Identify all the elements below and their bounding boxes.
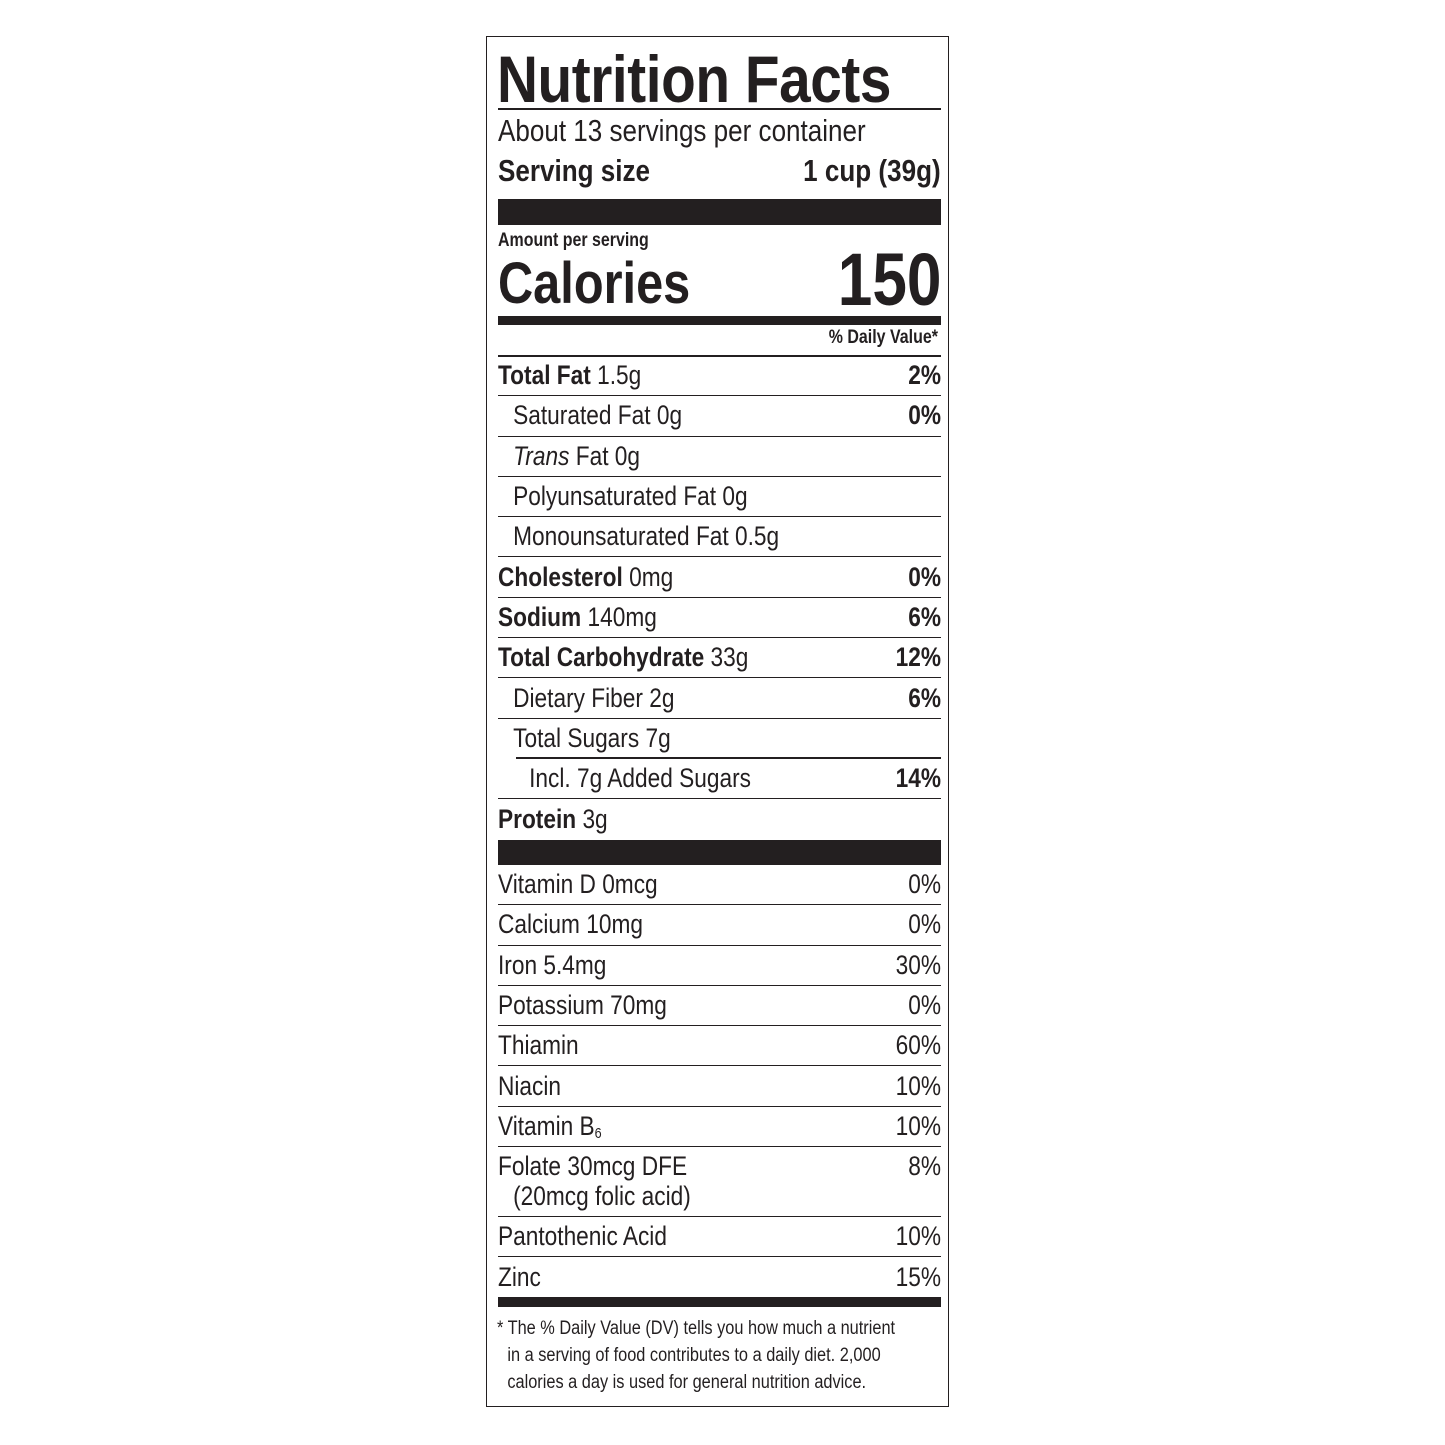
vitamin-row-vitamin-b6: Vitamin B6 10% [498,1107,941,1148]
nutrient-row-sodium: Sodium 140mg 6% [498,598,941,639]
calories-value: 150 [837,238,941,321]
servings-per-container: About 13 servings per container [498,113,866,148]
daily-value-header: % Daily Value* [828,327,938,348]
nutrient-row-total-fat: Total Fat 1.5g 2% [498,356,941,397]
nutrient-row-polyunsaturated-fat: Polyunsaturated Fat 0g [498,477,941,518]
vitamin-row-niacin: Niacin 10% [498,1066,941,1107]
thick-bar [498,199,941,225]
nutrient-row-monounsaturated-fat: Monounsaturated Fat 0.5g [498,517,941,558]
calories: Calories 150 [498,243,941,317]
calories-label: Calories [498,251,691,316]
vitamin-row-iron: Iron 5.4mg 30% [498,946,941,986]
divider [498,108,941,110]
serving-size-label: Serving size [498,153,650,188]
vitamin-row-potassium: Potassium 70mg 0% [498,986,941,1027]
vitamin-row-folate: Folate 30mcg DFE (20mcg folic acid) 8% [498,1147,941,1218]
vitamin-row-thiamin: Thiamin 60% [498,1026,941,1067]
thick-bar [498,840,941,865]
amount-per-serving: Amount per serving [498,230,649,251]
footnote: * The % Daily Value (DV) tells you how m… [497,1318,896,1393]
medium-bar [498,1297,941,1307]
vitamin-list: Vitamin D 0mcg 0% Calcium 10mg 0% Iron 5.4… [498,865,941,1298]
divider [516,757,941,759]
nutrient-list: Total Fat 1.5g 2% Saturated Fat 0g 0% Tran… [498,356,941,840]
nutrition-facts-label: Nutrition Facts About 13 servings per co… [486,36,949,1407]
nutrient-row-total-sugars: Total Sugars 7g [498,719,941,759]
nutrient-row-cholesterol: Cholesterol 0mg 0% [498,557,941,598]
divider [498,355,941,357]
serving-size: Serving size 1 cup (39g) [498,153,941,189]
vitamin-row-pantothenic-acid: Pantothenic Acid 10% [498,1217,941,1258]
medium-bar [498,316,941,325]
nutrient-row-saturated-fat: Saturated Fat 0g 0% [498,396,941,437]
nutrient-row-added-sugars: Incl. 7g Added Sugars 14% [498,759,941,800]
nutrient-row-total-carbohydrate: Total Carbohydrate 33g 12% [498,638,941,679]
vitamin-row-zinc: Zinc 15% [498,1262,941,1293]
nutrient-row-trans-fat: Trans Fat 0g [498,437,941,477]
label-title: Nutrition Facts [497,42,892,116]
vitamin-row-calcium: Calcium 10mg 0% [498,905,941,946]
nutrient-row-dietary-fiber: Dietary Fiber 2g 6% [498,678,941,719]
vitamin-row-vitamin-d: Vitamin D 0mcg 0% [498,865,941,906]
serving-size-value: 1 cup (39g) [803,153,941,188]
nutrient-row-protein: Protein 3g [498,803,608,834]
